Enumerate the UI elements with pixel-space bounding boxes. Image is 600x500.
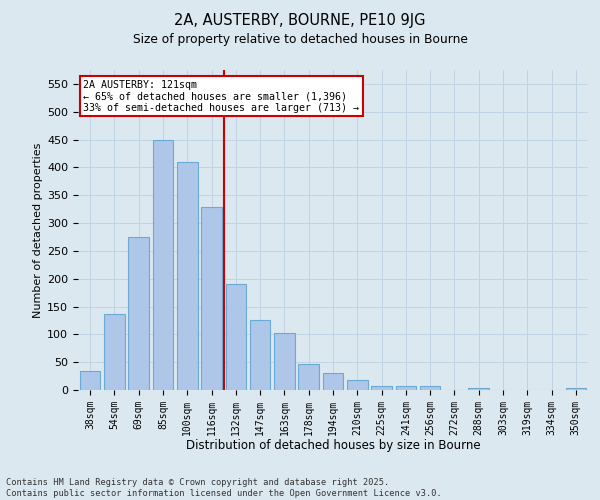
Bar [226,284,246,390]
Bar [250,320,271,390]
Bar [274,333,295,390]
Bar [104,314,125,390]
Bar [566,388,586,390]
Text: Contains HM Land Registry data © Crown copyright and database right 2025.
Contai: Contains HM Land Registry data © Crown c… [6,478,442,498]
Bar [371,386,392,390]
Bar [347,380,368,390]
Bar [420,386,440,390]
Bar [177,162,197,390]
X-axis label: Distribution of detached houses by size in Bourne: Distribution of detached houses by size … [185,439,481,452]
Bar [469,388,489,390]
Bar [395,386,416,390]
Bar [323,374,343,390]
Bar [128,237,149,390]
Bar [80,370,100,390]
Text: Size of property relative to detached houses in Bourne: Size of property relative to detached ho… [133,32,467,46]
Y-axis label: Number of detached properties: Number of detached properties [33,142,43,318]
Bar [298,364,319,390]
Bar [201,208,222,390]
Text: 2A AUSTERBY: 121sqm
← 65% of detached houses are smaller (1,396)
33% of semi-det: 2A AUSTERBY: 121sqm ← 65% of detached ho… [83,80,359,113]
Text: 2A, AUSTERBY, BOURNE, PE10 9JG: 2A, AUSTERBY, BOURNE, PE10 9JG [174,12,426,28]
Bar [152,140,173,390]
